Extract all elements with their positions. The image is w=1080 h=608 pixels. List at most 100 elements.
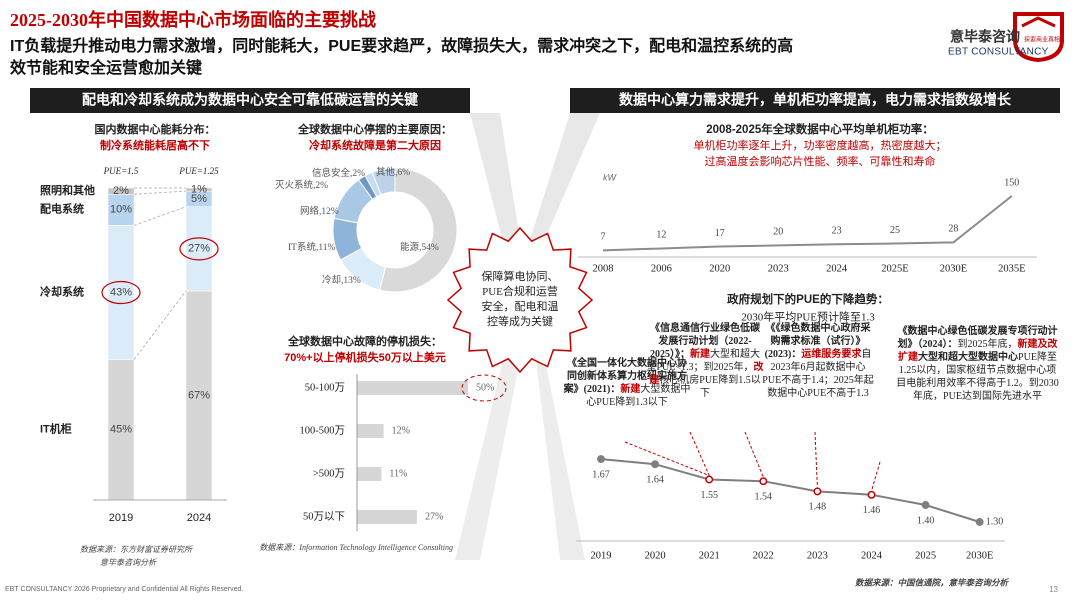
x-tick-label: 2020 xyxy=(709,263,730,274)
bar-segment xyxy=(185,206,213,292)
connector-shape xyxy=(530,113,600,250)
chart-subtitle: 制冷系统能耗居高不下 xyxy=(100,138,210,152)
bar xyxy=(357,381,468,395)
data-label: 1.46 xyxy=(863,505,881,516)
point xyxy=(867,490,876,499)
right-banner-bg xyxy=(570,88,1060,113)
data-label: 1.48 xyxy=(809,502,827,513)
right-banner: 数据中心算力需求提升，单机柜功率提高，电力需求指数级增长 xyxy=(619,92,1012,108)
data-label: 1.64 xyxy=(646,474,664,485)
annotation-text: 《数据中心绿色低碳发展专项行动计划》（2024）： xyxy=(897,326,1058,350)
chart-title: 全球数据中心故障的停机损失： xyxy=(287,334,442,348)
connector-line xyxy=(133,206,187,226)
x-tick-label: 2008 xyxy=(593,263,614,274)
chart-title: 全球数据中心停摆的主要原因： xyxy=(297,122,452,136)
x-tick-label: 2022 xyxy=(753,550,774,561)
annotation-text: 新建及改扩建 xyxy=(898,339,1058,363)
data-label: 1.67 xyxy=(592,469,610,480)
data-label: 20 xyxy=(773,227,783,238)
chart-title: 2008-2025年全球数据中心平均单机柜功率： xyxy=(706,122,934,136)
chart-subtitle: 冷却系统故障是第二大原因 xyxy=(309,138,441,152)
annotation-text: 运维服务要求 xyxy=(801,349,862,360)
y-tick-label: 100-500万 xyxy=(300,425,346,436)
slice-label: 其他,6% xyxy=(376,166,410,178)
annotation: 《《绿色数据中心政府采购需求标准（试行）》(2023)：运维服务要求自2023年… xyxy=(762,322,874,400)
annotation: 《信息通信行业绿色低碳发展行动计划（2022-2025）》：新建大型和超大型PU… xyxy=(646,322,764,400)
x-tick-label: 2024 xyxy=(861,550,883,561)
x-tick-label: 2024 xyxy=(826,263,848,274)
x-tick-label: 2021 xyxy=(699,550,720,561)
logo-roof xyxy=(1021,16,1056,28)
page-title: 2025-2030年中国数据中心市场面临的主要挑战 xyxy=(10,10,376,30)
data-label: 67% xyxy=(188,389,210,401)
annotation-leader xyxy=(744,431,764,478)
source: 意毕泰咨询分析 xyxy=(100,558,157,567)
data-label: 45% xyxy=(110,424,132,436)
annotation-text: 新建 xyxy=(690,349,710,360)
annotation-leader xyxy=(871,461,881,491)
x-tick-label: 2024 xyxy=(187,512,211,524)
x-tick-label: 2030E xyxy=(966,550,993,561)
logo-tagline: 探索商业真相 xyxy=(1024,36,1060,44)
highlight-circle xyxy=(461,374,507,402)
data-label: 1.30 xyxy=(986,516,1004,527)
center-note: PUE合规和运营 xyxy=(482,284,558,298)
chart-subtitle: 2030年平均PUE预计降至1.3 xyxy=(741,310,875,324)
data-label: 1.40 xyxy=(917,515,935,526)
chart-subtitle: 70%+以上停机损失50万以上美元 xyxy=(284,350,446,364)
x-tick-label: 2019 xyxy=(109,512,133,524)
annotation-text: 大型和超大型数据中心 xyxy=(918,352,1019,363)
series-label: IT机柜 xyxy=(40,422,72,436)
series-label: 冷却系统 xyxy=(40,284,84,298)
data-label: 25 xyxy=(890,225,900,236)
data-label: 7 xyxy=(601,232,606,243)
data-label: 27% xyxy=(188,243,210,255)
data-label: 5% xyxy=(191,193,207,205)
highlight-circle xyxy=(179,237,219,261)
x-tick-label: 2020 xyxy=(645,550,666,561)
point xyxy=(759,477,768,486)
data-label: 2% xyxy=(113,185,129,197)
connector-shape xyxy=(470,113,520,250)
footer: EBT CONSULTANCY 2026 Proprietary and Con… xyxy=(5,586,243,593)
highlight-circle xyxy=(101,280,141,305)
connector-shape xyxy=(455,352,520,560)
axis-unit: kW xyxy=(603,172,618,182)
y-tick-label: >500万 xyxy=(313,468,345,479)
page-subtitle: 效节能和安全运营愈加关键 xyxy=(10,60,203,77)
left-banner: 配电和冷却系统成为数据中心安全可靠低碳运营的关键 xyxy=(82,92,419,108)
slice-label: 灭火系统,2% xyxy=(275,179,328,191)
annotation-text: 《全国一体化大数据中心协同创新体系算力枢纽实施方案》(2021)： xyxy=(563,358,687,395)
bar xyxy=(357,467,382,481)
point xyxy=(813,487,822,496)
slice-label: 信息安全,2% xyxy=(312,167,365,179)
center-note: 安全，配电和温 xyxy=(482,299,559,313)
bar-segment xyxy=(107,187,135,195)
annotation-text: 大型数据中心PUE降到1.3以下 xyxy=(586,384,691,408)
annotation-leader xyxy=(624,441,710,476)
x-tick-label: 2025 xyxy=(915,550,936,561)
center-note: 保障算电协同、 xyxy=(482,269,559,283)
annotation-text: PUE降至1.25以内，国家枢纽节点数据中心项目电能利用效率不得高于1.2。到2… xyxy=(896,352,1059,402)
annotation-leader xyxy=(814,431,818,488)
connector-shape xyxy=(535,352,585,560)
annotation-leader xyxy=(689,431,710,476)
data-label: 17 xyxy=(715,228,725,239)
bar xyxy=(357,424,384,438)
source: 数据来源：Information Technology Intelligence… xyxy=(259,543,453,552)
logo-english: EBT CONSULTANCY xyxy=(948,47,1049,58)
logo-badge xyxy=(1013,12,1064,63)
donut-slice xyxy=(378,167,458,293)
slice-label: 冷却,13% xyxy=(322,274,361,286)
data-label: 12 xyxy=(656,230,666,241)
data-label: 11% xyxy=(389,468,407,479)
annotation-text: 《信息通信行业绿色低碳发展行动计划（2022-2025）》： xyxy=(650,323,760,360)
slice-label: IT系统,11% xyxy=(288,241,335,253)
center-star xyxy=(446,226,594,374)
category-note: PUE=1.5 xyxy=(103,166,139,176)
annotation-text: 自2023年6月起数据中心PUE不高于1.4；2025年起数据中心PUE不高于1… xyxy=(762,349,874,399)
series-label: 配电系统 xyxy=(40,202,84,216)
point xyxy=(921,501,930,509)
chart-subtitle: 单机柜功率逐年上升，功率密度越高，热密度越大； xyxy=(694,138,947,152)
annotation: 《全国一体化大数据中心协同创新体系算力枢纽实施方案》(2021)：新建大型数据中… xyxy=(563,357,691,409)
